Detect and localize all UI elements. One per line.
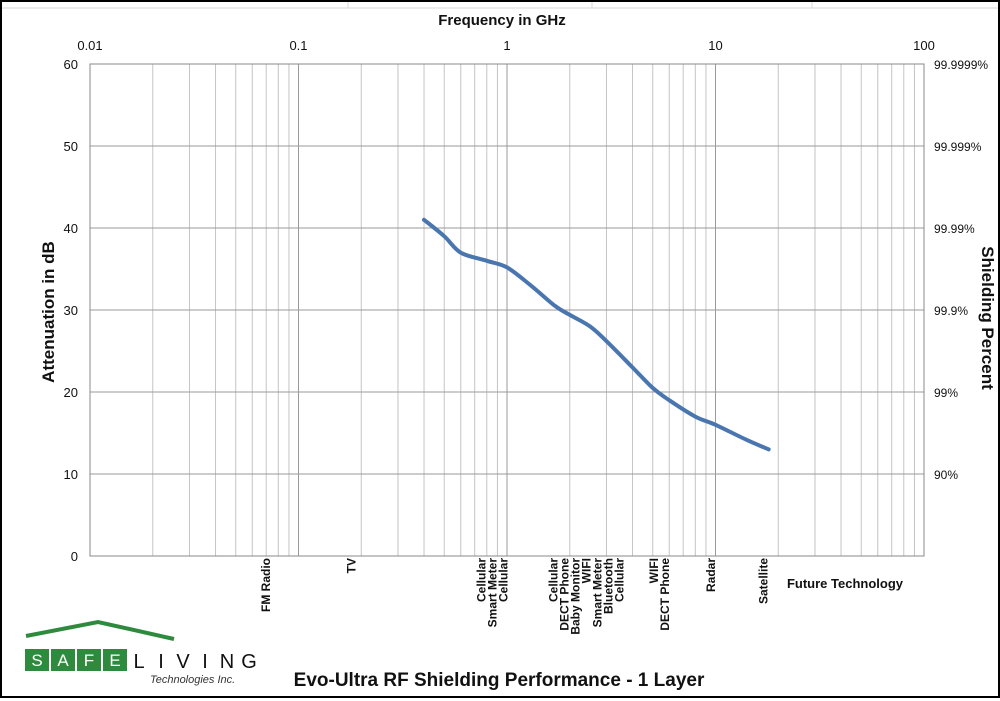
y2-tick-label: 99.9%: [934, 304, 968, 318]
y2-tick-label: 99.999%: [934, 140, 982, 154]
band-label: Bluetooth: [601, 558, 615, 614]
logo-living-letter: N: [220, 651, 234, 673]
y-axis-ticks: 0 10 20 30 40 50 60: [64, 57, 78, 564]
band-label: DECT Phone: [658, 558, 672, 631]
logo-living-letter: I: [158, 651, 164, 673]
x-tick-label: 10: [708, 38, 722, 53]
logo-safe-box: [103, 649, 127, 671]
band-label: Cellular: [546, 558, 560, 602]
logo-living-letter: L: [133, 651, 144, 673]
band-label: Cellular: [612, 558, 626, 602]
band-label: WIFI: [647, 558, 661, 583]
future-technology-label: Future Technology: [787, 576, 904, 591]
logo-living-letter: G: [241, 651, 257, 673]
x-tick-label: 1: [503, 38, 510, 53]
band-label: Radar: [704, 558, 718, 592]
x-axis-ticks: 0.01 0.1 1 10 100: [77, 38, 935, 53]
plot-area: [89, 63, 925, 557]
logo-safe-letter: E: [109, 651, 120, 670]
y-tick-label: 50: [64, 139, 78, 154]
y-axis-title: Attenuation in dB: [39, 241, 58, 383]
chart-grid: [89, 63, 925, 557]
y-tick-label: 20: [64, 385, 78, 400]
y2-tick-label: 99.99%: [934, 222, 975, 236]
attenuation-series-line: [422, 217, 771, 452]
band-label: WIFI: [579, 558, 593, 583]
top-strip: [2, 2, 998, 9]
x-tick-label: 100: [913, 38, 935, 53]
band-label: Cellular: [474, 558, 488, 602]
band-label: Baby Monitor: [568, 558, 582, 635]
y2-tick-label: 90%: [934, 468, 958, 482]
logo-living-letter: V: [176, 651, 190, 673]
band-label: Smart Meter: [485, 558, 499, 628]
logo-living-letter: I: [202, 651, 208, 673]
y2-tick-label: 99%: [934, 386, 958, 400]
logo-tagline: Technologies Inc.: [150, 674, 235, 686]
x-tick-label: 0.01: [77, 38, 102, 53]
band-label: DECT Phone: [557, 558, 571, 631]
band-label: Smart Meter: [590, 558, 604, 628]
data-series: [422, 217, 771, 452]
y-tick-label: 0: [71, 549, 78, 564]
x-axis-title: Frequency in GHz: [438, 12, 566, 29]
band-label: Cellular: [496, 558, 510, 602]
chart-title: Evo-Ultra RF Shielding Performance - 1 L…: [294, 670, 705, 691]
logo-safe-letter: S: [31, 651, 42, 670]
y-tick-label: 10: [64, 467, 78, 482]
x-tick-label: 0.1: [289, 38, 307, 53]
y2-axis-ticks: 90% 99% 99.9% 99.99% 99.999% 99.9999%: [934, 58, 988, 482]
logo-safe-letter: F: [84, 651, 94, 670]
y2-axis-title: Shielding Percent: [978, 246, 997, 390]
logo-safe-box: [77, 649, 101, 671]
plot-border: [89, 63, 925, 557]
band-label: FM Radio: [259, 558, 273, 612]
y-tick-label: 40: [64, 221, 78, 236]
y-tick-label: 60: [64, 57, 78, 72]
logo-safe-letter: A: [57, 651, 69, 670]
logo-safe-box: [51, 649, 75, 671]
y2-tick-label: 99.9999%: [934, 58, 988, 72]
band-label: TV: [345, 558, 359, 573]
band-label: Satellite: [757, 558, 771, 604]
roof-icon: [25, 619, 175, 641]
y-tick-label: 30: [64, 303, 78, 318]
logo-safe-box: [25, 649, 49, 671]
